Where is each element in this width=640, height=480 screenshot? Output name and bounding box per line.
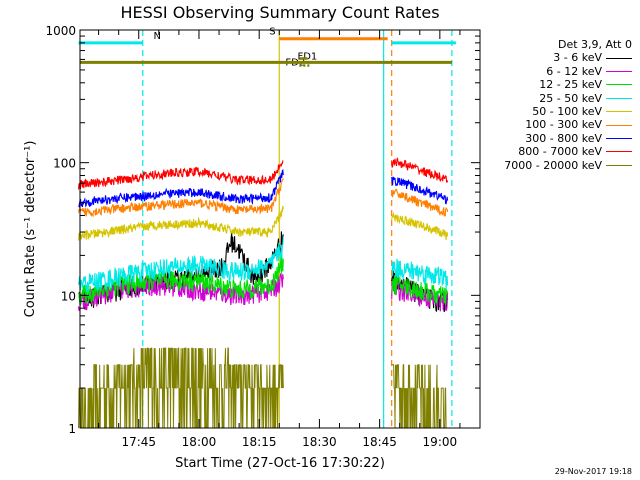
legend-header: Det 3,9, Att 0 (482, 38, 632, 51)
plot-area: NSFD1FD2 (77, 27, 456, 429)
axes: 1 10 100 1000 17:45 18:00 18:15 18:30 18:45 19:00 (45, 24, 481, 449)
legend-item: 800 - 7000 keV (482, 145, 632, 158)
legend-swatch (606, 111, 632, 113)
legend-label: 100 - 300 keV (525, 118, 602, 132)
y-tick-label: 1 (68, 422, 76, 436)
y-axis-label: Count Rate (s⁻¹ detector⁻¹) (23, 141, 38, 318)
x-tick-label: 19:00 (423, 435, 458, 449)
legend-label: 300 - 800 keV (525, 131, 602, 145)
x-tick-label: 18:30 (302, 435, 337, 449)
legend-swatch (606, 164, 632, 166)
series-5-line (77, 178, 449, 218)
legend-item: 100 - 300 keV (482, 118, 632, 131)
y-tick-label: 1000 (45, 24, 76, 38)
series-4-line (77, 205, 449, 241)
legend-swatch (606, 84, 632, 86)
series-3-line (77, 236, 449, 293)
legend-label: 3 - 6 keV (553, 51, 602, 65)
legend-item: 12 - 25 keV (482, 78, 632, 91)
legend-item: 6 - 12 keV (482, 65, 632, 78)
legend-label: 25 - 50 keV (539, 91, 602, 105)
legend-item: 300 - 800 keV (482, 132, 632, 145)
legend-item: 7000 - 20000 keV (482, 159, 632, 172)
chart-title: HESSI Observing Summary Count Rates (120, 3, 439, 22)
series-7-line (77, 157, 449, 190)
footer-timestamp: 29-Nov-2017 19:18 (554, 467, 632, 476)
x-tick-label: 18:00 (182, 435, 217, 449)
series-6-line (78, 168, 449, 208)
legend-item: 50 - 100 keV (482, 105, 632, 118)
legend-label: 50 - 100 keV (532, 104, 602, 118)
y-tick-label: 10 (61, 289, 76, 303)
legend-label: 12 - 25 keV (539, 78, 602, 92)
legend-label: 6 - 12 keV (546, 64, 602, 78)
annotation-label-2: S (269, 27, 275, 38)
plot-frame (79, 29, 481, 429)
legend-label: 800 - 7000 keV (518, 145, 602, 159)
x-tick-label: 17:45 (121, 435, 156, 449)
legend-label: 7000 - 20000 keV (504, 158, 602, 172)
legend-item: 25 - 50 keV (482, 92, 632, 105)
legend-swatch (606, 124, 632, 126)
annotation-label-3: FD1 (297, 51, 317, 62)
x-axis-label: Start Time (27-Oct-16 17:30:22) (175, 456, 385, 471)
x-tick-label: 18:15 (242, 435, 277, 449)
legend-swatch (606, 151, 632, 153)
legend-swatch (606, 97, 632, 99)
annotation-label-0: N (154, 31, 161, 42)
legend-swatch (606, 137, 632, 139)
legend-swatch (606, 70, 632, 72)
legend: Det 3,9, Att 0 3 - 6 keV 6 - 12 keV 12 - 2… (482, 38, 632, 172)
legend-header-text: Det 3,9, Att 0 (558, 38, 632, 51)
x-tick-label: 18:45 (362, 435, 397, 449)
legend-item: 3 - 6 keV (482, 51, 632, 64)
legend-swatch (606, 57, 632, 59)
y-tick-label: 100 (53, 157, 76, 171)
